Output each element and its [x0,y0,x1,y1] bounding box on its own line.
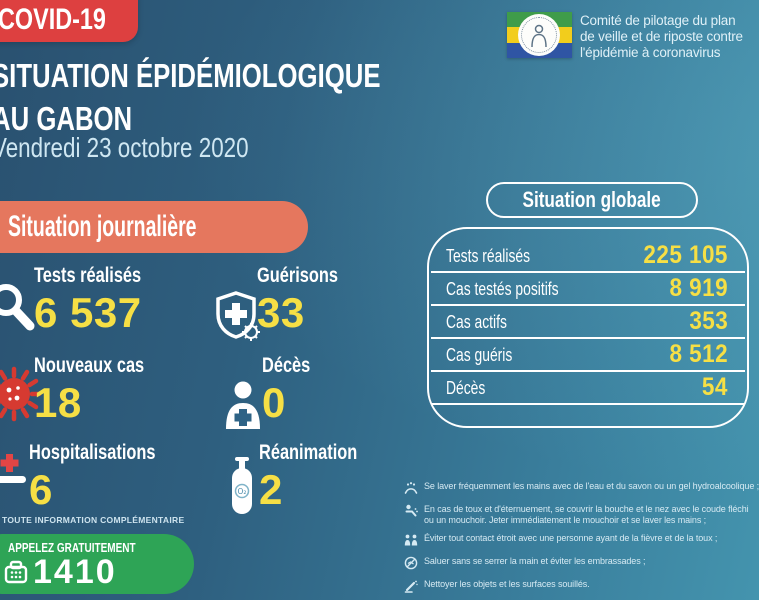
stat-label: Nouveaux cas [34,354,145,377]
daily-situation-label: Situation journalière [8,210,197,243]
magnifier-icon [0,284,35,331]
hotline-badge: APPELEZ GRATUITEMENT 1410 [0,534,194,594]
table-row: Cas actifs 353 [431,306,745,339]
clean-surfaces-icon [404,580,418,593]
hospital-bed-icon [0,454,26,483]
table-row: Tests réalisés 225 105 [431,240,745,273]
cough-elbow-icon [405,504,418,517]
guideline-item: Saluer sans se serrer la main et éviter … [404,556,759,570]
table-row: Cas guéris 8 512 [431,339,745,372]
hotline-call-label: APPELEZ GRATUITEMENT [8,541,136,555]
stat-nouveaux-cas: Nouveaux cas 18 [34,354,175,424]
stat-label: Guérisons [257,264,339,287]
stat-deces: Décès 0 [262,354,324,424]
stat-value: 0 [262,379,286,426]
row-label: Cas actifs [446,310,507,332]
stat-value: 33 [257,289,305,336]
row-label: Cas guéris [446,343,513,365]
global-situation-label: Situation globale [522,187,662,212]
guideline-item: En cas de toux et d'éternuement, se couv… [404,504,759,525]
stat-value: 2 [259,466,283,513]
stat-hospitalisations: Hospitalisations 6 [29,441,191,511]
committee-line: l'épidémie à coronavirus [580,45,721,60]
row-label: Cas testés positifs [446,277,559,299]
row-value: 353 [689,307,728,335]
global-situation-table: Tests réalisés 225 105 Cas testés positi… [427,227,749,428]
guideline-item: Éviter tout contact étroit avec une pers… [404,533,759,547]
stat-label: Tests réalisés [34,264,142,287]
stat-label: Décès [262,354,311,377]
seal-figure-icon [531,24,547,48]
hygiene-guidelines: Se laver fréquemment les mains avec de l… [404,481,759,600]
covid-19-badge-label: COVID-19 [0,3,106,36]
row-value: 225 105 [643,241,728,269]
daily-situation-badge: Situation journalière [0,201,308,253]
stat-label: Réanimation [259,441,358,464]
title-line-2: AU GABON [0,100,133,137]
row-value: 54 [702,373,728,401]
stat-tests-realises: Tests réalisés 6 537 [34,264,171,334]
avoid-contact-icon [404,534,418,546]
hotline-note: TOUTE INFORMATION COMPLÉMENTAIRE [2,515,185,525]
guideline-item: Nettoyer les objets et les surfaces soui… [404,579,759,593]
table-row: Décès 54 [431,372,745,405]
row-label: Décès [446,376,486,398]
committee-text: Comité de pilotage du plan de veille et … [580,13,743,61]
page-title: SITUATION ÉPIDÉMIOLOGIQUE AU GABON [0,54,490,140]
report-date: Vendredi 23 octobre 2020 [0,132,249,163]
committee-line: Comité de pilotage du plan [580,13,736,28]
stat-reanimation: Réanimation 2 [259,441,385,511]
shield-virus-icon [216,291,260,341]
row-label: Tests réalisés [446,244,531,266]
gabon-flag-logo [507,12,572,58]
phone-icon [4,560,28,584]
virus-icon [0,366,42,422]
svg-text:O₂: O₂ [238,487,247,496]
row-value: 8 919 [669,274,728,302]
no-handshake-icon [404,556,418,570]
title-line-1: SITUATION ÉPIDÉMIOLOGIQUE [0,57,381,94]
stat-guerisons: Guérisons 33 [257,264,361,334]
table-row: Cas testés positifs 8 919 [431,273,745,306]
covid-19-badge: COVID-19 [0,0,138,42]
oxygen-tank-icon: O₂ [232,457,252,514]
stat-value: 6 [29,466,53,513]
gabon-seal [518,14,560,56]
committee-line: de veille et de riposte contre [580,29,743,44]
person-cross-icon [226,381,260,429]
hotline-number: 1410 [33,553,117,591]
stat-value: 6 537 [34,289,142,336]
guideline-item: Se laver fréquemment les mains avec de l… [404,481,759,495]
wash-hands-icon [404,482,418,494]
stat-value: 18 [34,379,82,426]
stat-label: Hospitalisations [29,441,156,464]
global-situation-badge: Situation globale [486,182,698,218]
row-value: 8 512 [669,340,728,368]
